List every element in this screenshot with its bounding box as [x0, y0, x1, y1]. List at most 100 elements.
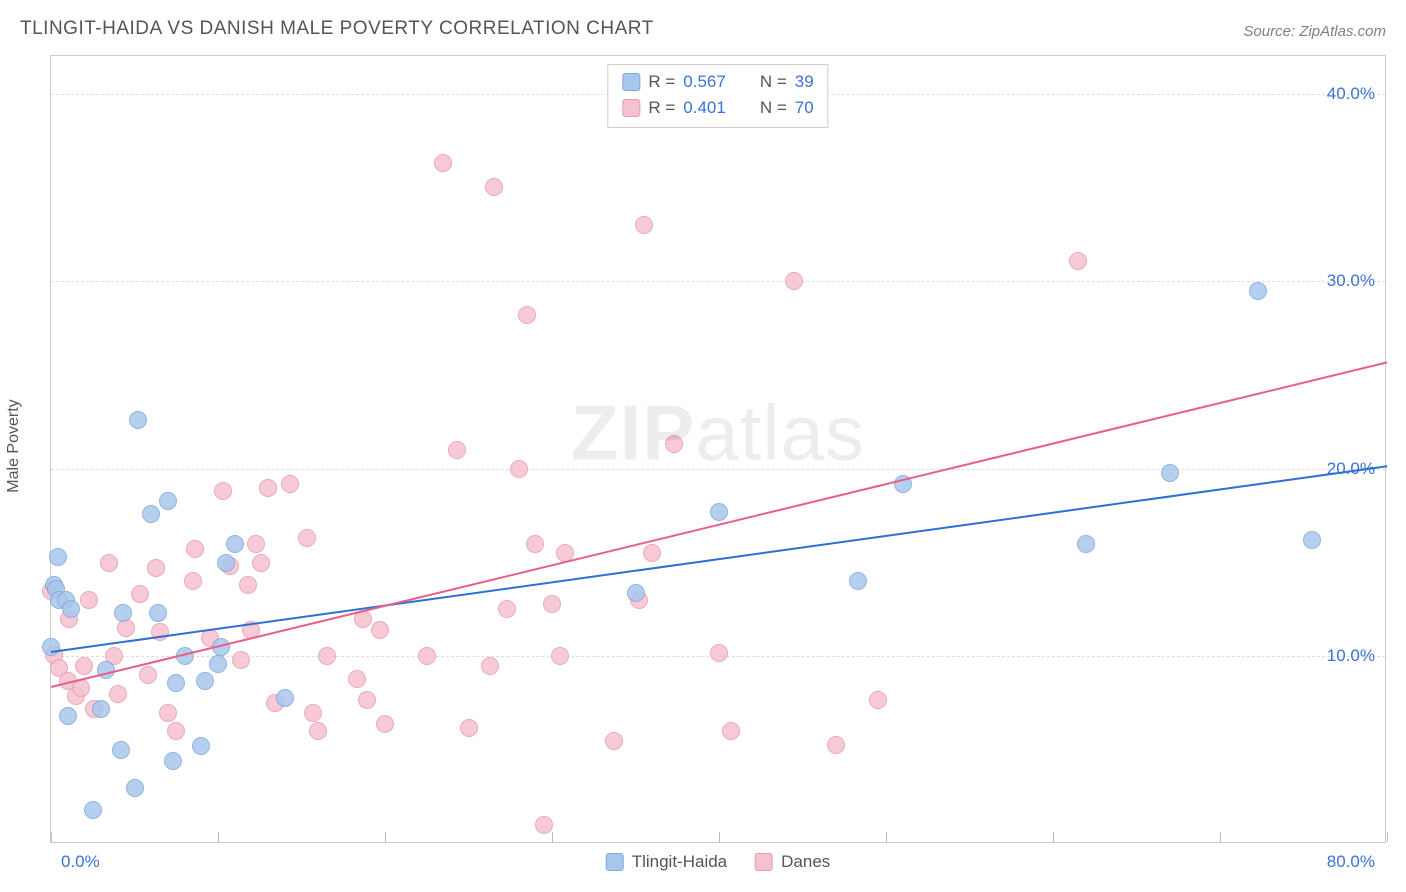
data-point	[129, 411, 147, 429]
x-tick	[1387, 832, 1388, 842]
data-point	[448, 441, 466, 459]
data-point	[710, 644, 728, 662]
correlation-legend: R = 0.567N = 39R = 0.401N = 70	[607, 64, 828, 128]
data-point	[167, 722, 185, 740]
data-point	[1069, 252, 1087, 270]
data-point	[510, 460, 528, 478]
data-point	[643, 544, 661, 562]
data-point	[109, 685, 127, 703]
data-point	[214, 482, 232, 500]
data-point	[184, 572, 202, 590]
data-point	[239, 576, 257, 594]
data-point	[252, 554, 270, 572]
y-axis-label: Male Poverty	[5, 399, 23, 492]
data-point	[226, 535, 244, 553]
data-point	[92, 700, 110, 718]
x-tick	[1053, 832, 1054, 842]
data-point	[309, 722, 327, 740]
data-point	[139, 666, 157, 684]
data-point	[485, 178, 503, 196]
data-point	[526, 535, 544, 553]
data-point	[259, 479, 277, 497]
trend-line	[51, 465, 1387, 653]
data-point	[551, 647, 569, 665]
data-point	[49, 548, 67, 566]
data-point	[186, 540, 204, 558]
x-axis-min-label: 0.0%	[61, 852, 100, 872]
series-legend: Tlingit-Haida Danes	[606, 852, 831, 872]
y-tick-label: 40.0%	[1327, 84, 1375, 104]
data-point	[298, 529, 316, 547]
data-point	[481, 657, 499, 675]
legend-swatch	[755, 853, 773, 871]
data-point	[371, 621, 389, 639]
legend-row: R = 0.567N = 39	[622, 69, 813, 95]
data-point	[147, 559, 165, 577]
data-point	[605, 732, 623, 750]
data-point	[518, 306, 536, 324]
data-point	[376, 715, 394, 733]
data-point	[112, 741, 130, 759]
y-tick-label: 30.0%	[1327, 271, 1375, 291]
data-point	[849, 572, 867, 590]
data-point	[635, 216, 653, 234]
legend-item: Tlingit-Haida	[606, 852, 727, 872]
x-axis-max-label: 80.0%	[1327, 852, 1375, 872]
data-point	[627, 584, 645, 602]
data-point	[869, 691, 887, 709]
data-point	[247, 535, 265, 553]
legend-swatch	[622, 99, 640, 117]
chart-plot-area: 10.0%20.0%30.0%40.0% ZIPatlas R = 0.567N…	[50, 55, 1386, 843]
data-point	[827, 736, 845, 754]
legend-swatch	[622, 73, 640, 91]
data-point	[159, 492, 177, 510]
x-tick	[552, 832, 553, 842]
data-point	[149, 604, 167, 622]
data-point	[80, 591, 98, 609]
data-point	[460, 719, 478, 737]
data-point	[1077, 535, 1095, 553]
watermark: ZIPatlas	[571, 388, 865, 479]
data-point	[281, 475, 299, 493]
data-point	[167, 674, 185, 692]
x-tick	[1220, 832, 1221, 842]
data-point	[192, 737, 210, 755]
source-attribution: Source: ZipAtlas.com	[1243, 23, 1386, 40]
legend-item: Danes	[755, 852, 830, 872]
data-point	[535, 816, 553, 834]
data-point	[358, 691, 376, 709]
data-point	[710, 503, 728, 521]
x-tick	[719, 832, 720, 842]
data-point	[126, 779, 144, 797]
legend-row: R = 0.401N = 70	[622, 95, 813, 121]
data-point	[1303, 531, 1321, 549]
data-point	[142, 505, 160, 523]
data-point	[164, 752, 182, 770]
data-point	[232, 651, 250, 669]
data-point	[1161, 464, 1179, 482]
data-point	[131, 585, 149, 603]
data-point	[722, 722, 740, 740]
data-point	[42, 638, 60, 656]
data-point	[498, 600, 516, 618]
data-point	[418, 647, 436, 665]
data-point	[114, 604, 132, 622]
data-point	[1249, 282, 1267, 300]
x-tick	[218, 832, 219, 842]
data-point	[304, 704, 322, 722]
gridline	[51, 281, 1385, 282]
data-point	[318, 647, 336, 665]
data-point	[348, 670, 366, 688]
data-point	[62, 600, 80, 618]
data-point	[196, 672, 214, 690]
data-point	[543, 595, 561, 613]
data-point	[59, 707, 77, 725]
data-point	[434, 154, 452, 172]
x-tick	[51, 832, 52, 842]
data-point	[217, 554, 235, 572]
x-tick	[385, 832, 386, 842]
chart-title: TLINGIT-HAIDA VS DANISH MALE POVERTY COR…	[20, 18, 654, 40]
data-point	[785, 272, 803, 290]
data-point	[209, 655, 227, 673]
data-point	[75, 657, 93, 675]
